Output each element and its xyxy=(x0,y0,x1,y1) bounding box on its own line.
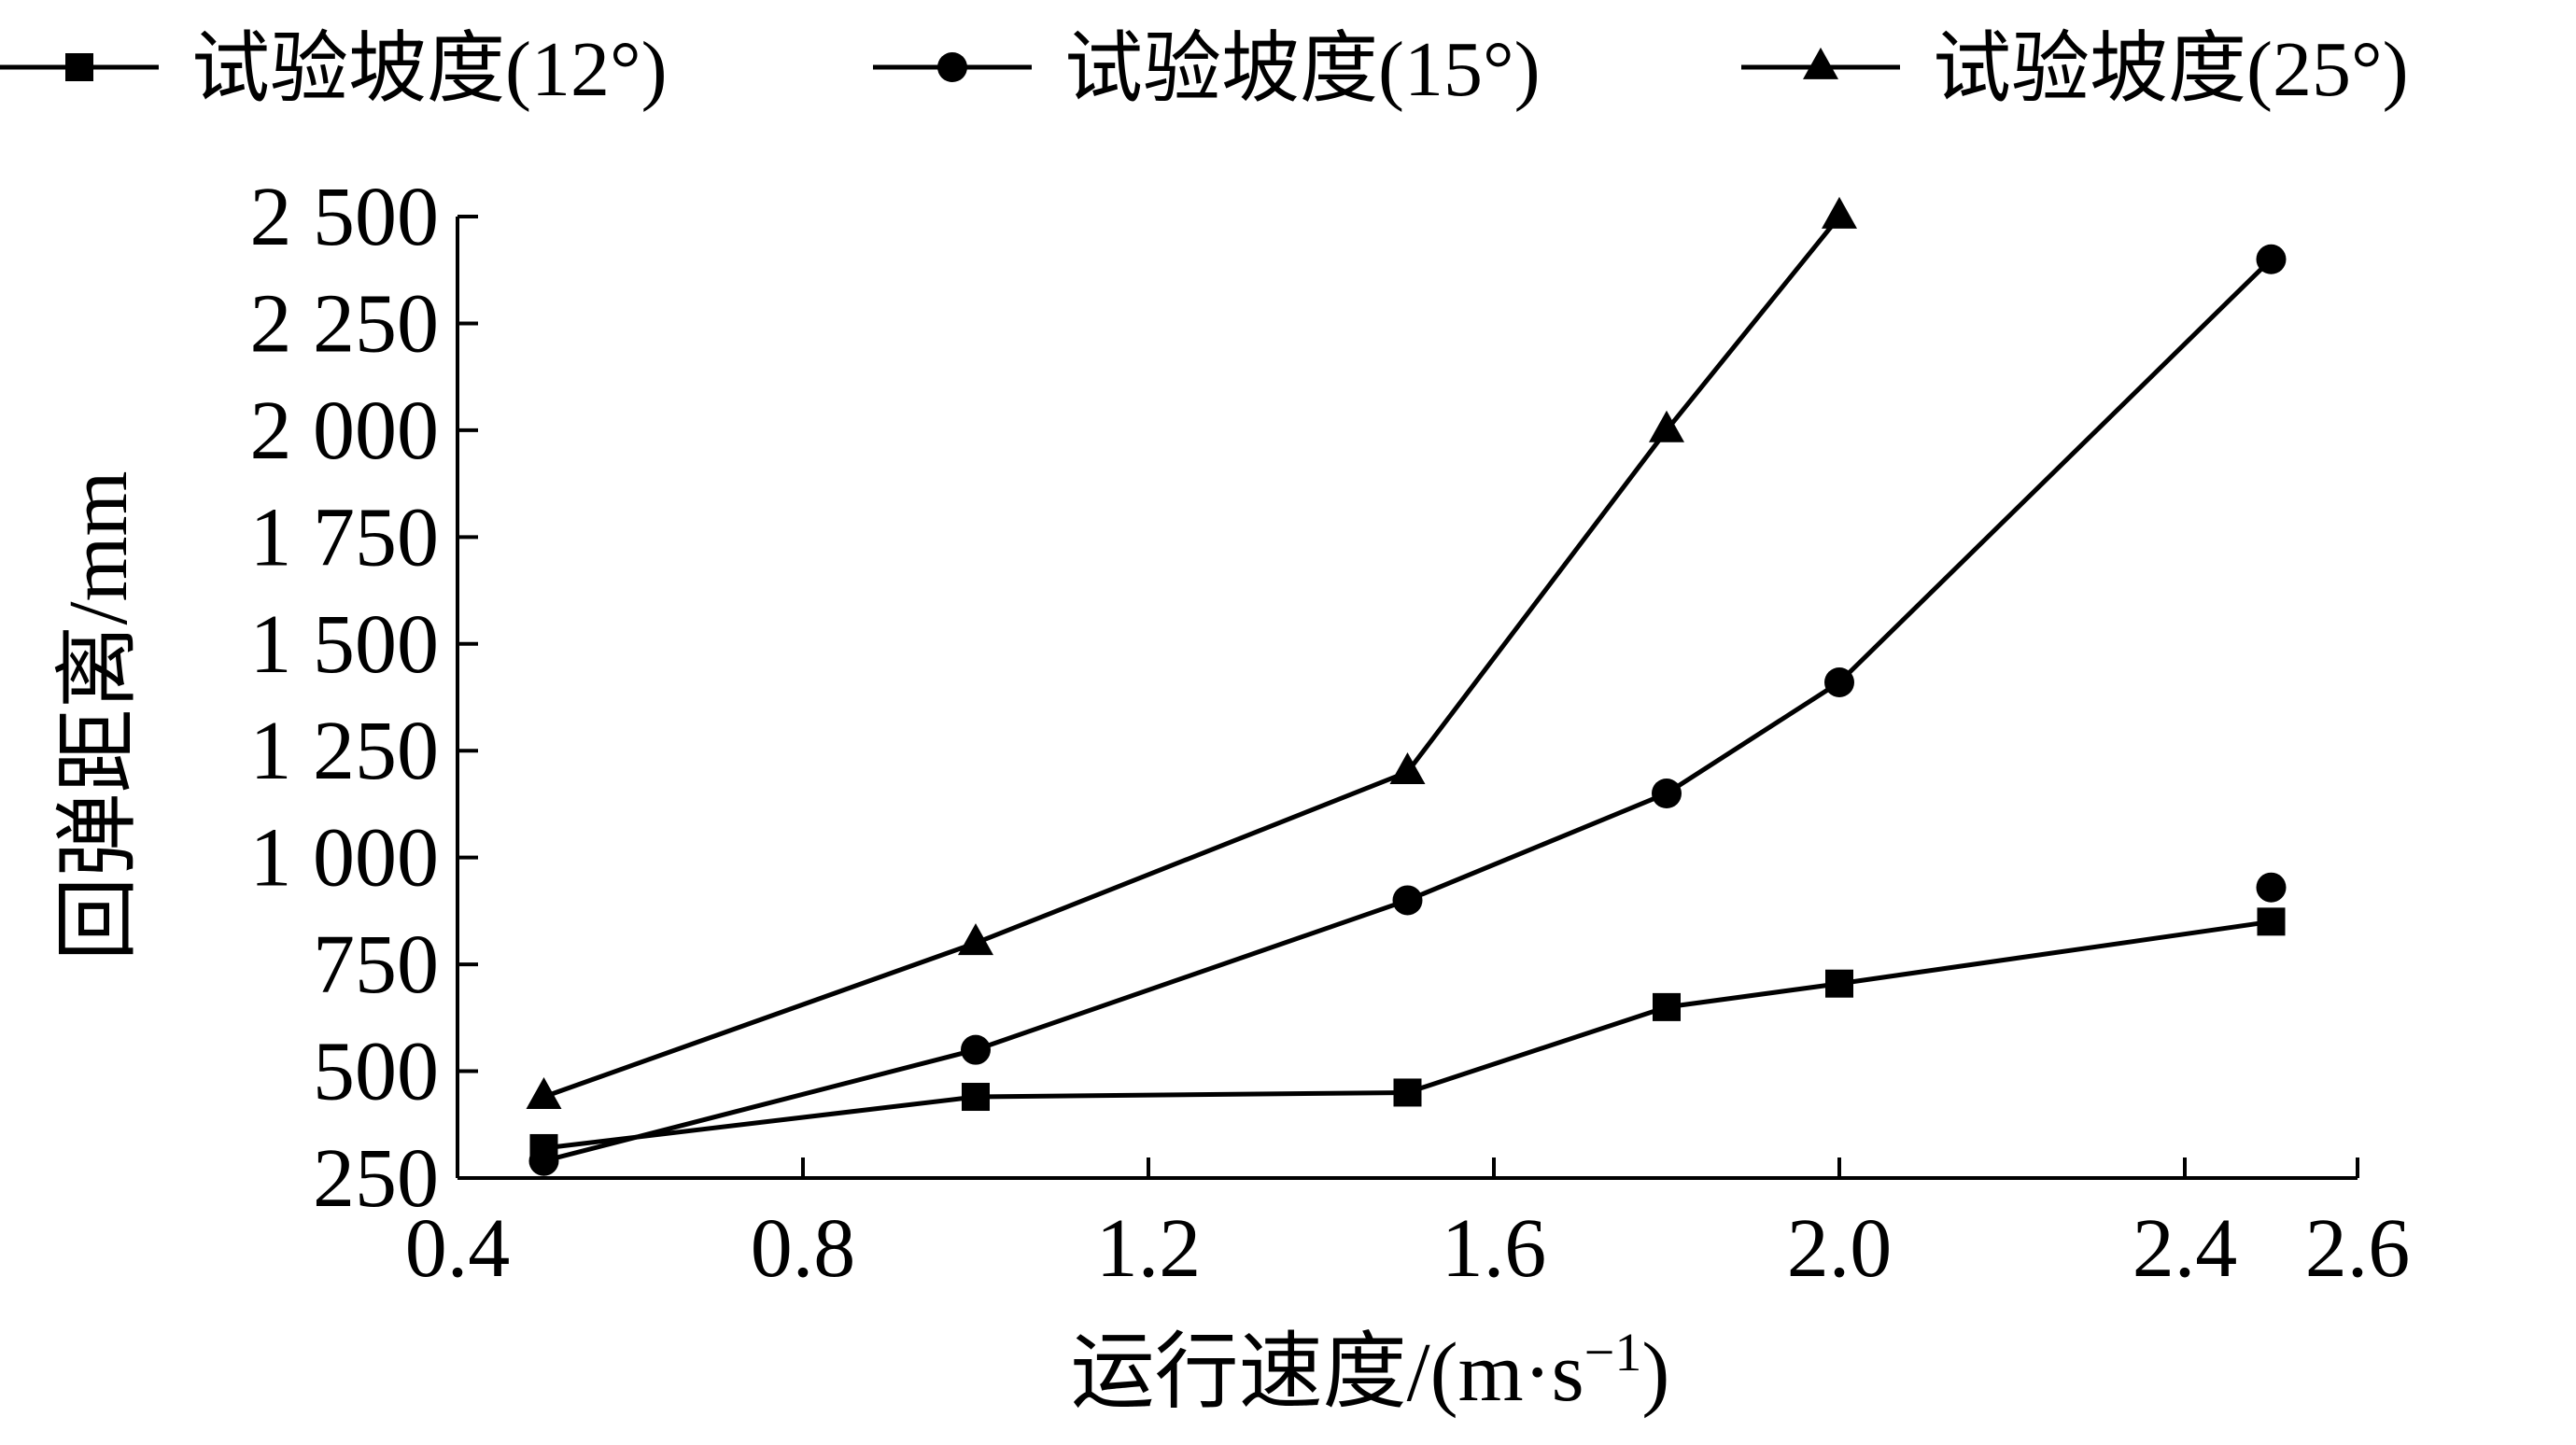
data-point xyxy=(1824,666,1854,697)
series-line xyxy=(542,215,1841,1100)
data-point xyxy=(1392,885,1423,916)
axes: 250 500 750 1 000 1 250 1 500 1 750 2 000 2 250 2… xyxy=(250,171,2411,1295)
series-layer xyxy=(526,196,2287,1176)
y-tick-label: 1 000 xyxy=(250,812,440,905)
data-point xyxy=(1652,779,1682,808)
series-line xyxy=(543,919,2272,1151)
y-tick-label: 1 500 xyxy=(250,598,440,691)
x-tick-label: 0.8 xyxy=(751,1202,856,1295)
x-tick-label: 1.2 xyxy=(1096,1202,1202,1295)
data-point xyxy=(961,1034,991,1065)
data-point xyxy=(1653,992,1681,1021)
legend-marker xyxy=(937,52,967,82)
data-point xyxy=(958,923,993,956)
legend-item-2: 试验坡度(15°) xyxy=(873,26,1541,113)
legend-label: 试验坡度(25°) xyxy=(1933,26,2409,113)
series-line xyxy=(542,257,2273,1164)
x-tick-label: 2.4 xyxy=(2133,1202,2238,1295)
legend-marker xyxy=(1803,47,1838,79)
x-tick-label: 1.6 xyxy=(1442,1202,1547,1295)
data-point xyxy=(1389,752,1426,785)
x-tick-label: 2.6 xyxy=(2305,1202,2411,1295)
series-1 xyxy=(529,907,2286,1162)
y-tick-label: 250 xyxy=(313,1132,439,1225)
y-tick-label: 2 000 xyxy=(250,385,440,477)
y-tick-label: 1 250 xyxy=(250,705,440,797)
data-point xyxy=(1649,410,1684,442)
legend: 试验坡度(12°) 试验坡度(15°) 试验坡度(25°) xyxy=(0,26,2409,113)
legend-label: 试验坡度(15°) xyxy=(1064,26,1541,113)
y-tick-label: 2 500 xyxy=(250,171,440,263)
series-2 xyxy=(528,244,2287,1176)
y-axis-title: 回弹距离/mm xyxy=(52,470,145,961)
legend-item-1: 试验坡度(12°) xyxy=(0,26,668,113)
axis-titles: 运行速度/(m·s−1) 回弹距离/mm xyxy=(52,470,1669,1419)
x-tick-label: 0.4 xyxy=(405,1202,511,1295)
data-point xyxy=(2256,872,2287,903)
data-point xyxy=(2257,907,2286,936)
legend-label: 试验坡度(12°) xyxy=(191,26,668,113)
data-point xyxy=(1822,196,1857,229)
data-point xyxy=(1825,969,1853,998)
legend-marker xyxy=(65,53,93,81)
x-axis-title: 运行速度/(m·s−1) xyxy=(1071,1322,1670,1419)
data-point xyxy=(962,1083,990,1112)
data-point xyxy=(526,1076,562,1109)
data-point xyxy=(528,1145,559,1176)
y-tick-label: 750 xyxy=(313,919,439,1011)
legend-item-3: 试验坡度(25°) xyxy=(1741,26,2409,113)
data-point xyxy=(2256,244,2287,274)
data-point xyxy=(1393,1078,1422,1107)
y-tick-label: 500 xyxy=(313,1026,439,1118)
x-tick-label: 2.0 xyxy=(1787,1202,1893,1295)
y-tick-label: 1 750 xyxy=(250,491,440,583)
y-tick-label: 2 250 xyxy=(250,277,440,370)
series-3 xyxy=(526,196,1857,1109)
